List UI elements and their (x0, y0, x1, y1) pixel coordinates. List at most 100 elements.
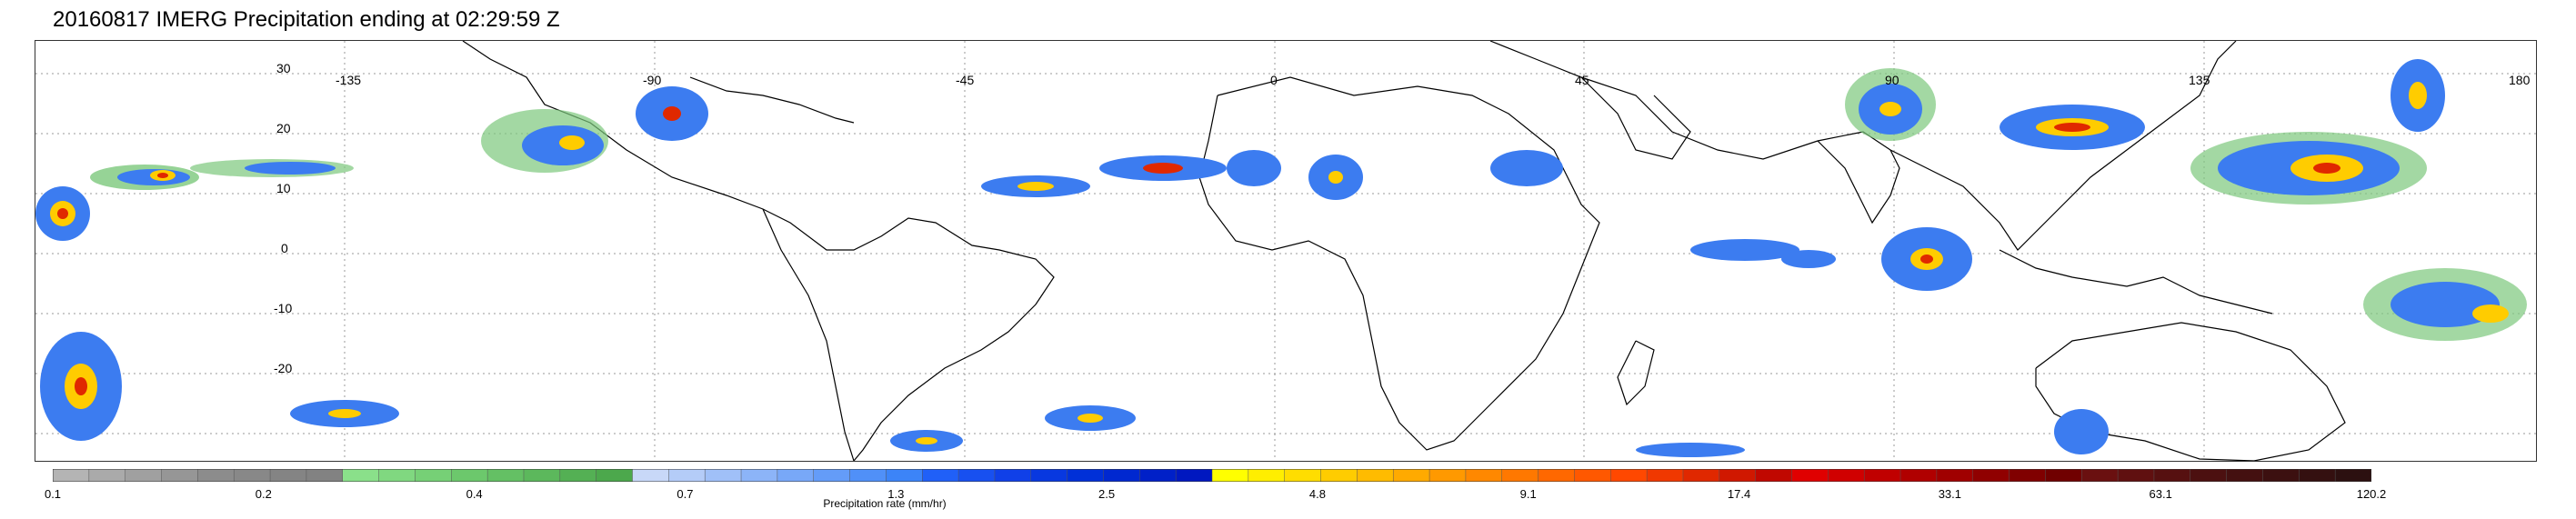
colorbar-segment (1574, 469, 1612, 482)
colorbar-segment (922, 469, 959, 482)
colorbar-segment (1501, 469, 1539, 482)
colorbar-segment (813, 469, 851, 482)
colorbar-segment (2334, 469, 2371, 482)
coastline-arabia (1580, 76, 1691, 160)
colorbar-segment (1103, 469, 1141, 482)
rain-cell (157, 173, 168, 178)
rain-cell (75, 377, 87, 395)
colorbar-segment (668, 469, 706, 482)
colorbar-segment (704, 469, 742, 482)
colorbar-segment (1791, 469, 1829, 482)
colorbar-segment (1175, 469, 1213, 482)
rain-cell (2054, 123, 2090, 132)
colorbar-segment (1863, 469, 1901, 482)
rain-cell (1078, 414, 1103, 423)
rain-cell (1328, 171, 1343, 184)
rain-cell (328, 409, 361, 418)
colorbar-segment (486, 469, 525, 482)
colorbar-segment (2153, 469, 2191, 482)
colorbar-segment (2299, 469, 2336, 482)
colorbar-segment (233, 469, 271, 482)
colorbar-tick-label: 0.7 (677, 487, 694, 501)
colorbar-tick-label: 2.5 (1098, 487, 1116, 501)
colorbar-segment (1682, 469, 1720, 482)
colorbar-segment (1357, 469, 1394, 482)
rain-cell (1017, 182, 1054, 191)
rain-cell (1879, 102, 1901, 116)
colorbar-segment (2081, 469, 2119, 482)
colorbar-segment (777, 469, 815, 482)
precipitation-field (35, 59, 2527, 457)
colorbar-segment (1248, 469, 1286, 482)
longitude-label: 90 (1885, 73, 1899, 87)
colorbar-tick-label: 63.1 (2149, 487, 2172, 501)
longitude-label: -45 (956, 73, 975, 87)
graticule (35, 41, 2536, 461)
colorbar-segment (1030, 469, 1068, 482)
coastline-caribbean (689, 76, 855, 124)
rain-cell (916, 437, 937, 444)
colorbar-segment (886, 469, 923, 482)
coastline-india (1817, 140, 1900, 225)
rain-cell (1143, 163, 1183, 174)
latitude-label: -20 (274, 361, 293, 375)
colorbar-segment (1320, 469, 1358, 482)
latitude-label: 10 (276, 181, 291, 195)
rain-cell (1636, 443, 1745, 457)
colorbar-segment (1284, 469, 1322, 482)
colorbar-segment (740, 469, 778, 482)
colorbar-segment (596, 469, 634, 482)
colorbar-tick-label: 0.1 (44, 487, 62, 501)
colorbar-segment (994, 469, 1032, 482)
rain-cell (2054, 409, 2109, 454)
latitude-label: 30 (276, 61, 291, 75)
colorbar-segment (415, 469, 453, 482)
colorbar-segment (1936, 469, 1974, 482)
colorbar-segment (1139, 469, 1177, 482)
colorbar-segment (2262, 469, 2300, 482)
coastline-madagascar (1617, 340, 1655, 406)
rain-cell (663, 106, 681, 121)
coastline-africa (1198, 76, 1600, 451)
coastline-indonesia (1999, 249, 2273, 314)
colorbar-segment (161, 469, 199, 482)
colorbar-segment (2117, 469, 2155, 482)
colorbar-segment (1972, 469, 2010, 482)
colorbar-segment (342, 469, 380, 482)
longitude-label: 180 (2509, 73, 2531, 87)
longitude-label: -90 (643, 73, 662, 87)
rain-cell (2409, 82, 2427, 109)
rain-cell (1490, 150, 1563, 186)
colorbar-title: Precipitation rate (mm/hr) (823, 497, 947, 510)
colorbar-segment (2190, 469, 2228, 482)
colorbar-tick-label: 17.4 (1727, 487, 1751, 501)
colorbar-segment (53, 469, 90, 482)
latitude-label: 20 (276, 121, 291, 135)
colorbar-segment (197, 469, 235, 482)
colorbar-segment (559, 469, 597, 482)
precipitation-map[interactable]: -135 -90 -45 0 45 90 135 180 30 20 10 0 … (35, 40, 2537, 462)
colorbar-segment (2045, 469, 2082, 482)
colorbar-segment (1899, 469, 1938, 482)
rain-cell (1690, 239, 1799, 261)
colorbar-segment (306, 469, 344, 482)
latitude-label: -10 (274, 301, 293, 315)
colorbar-tick-label: 120.2 (2356, 487, 2387, 501)
colorbar-segment (378, 469, 416, 482)
colorbar-segment (523, 469, 561, 482)
colorbar-segment (1755, 469, 1793, 482)
rain-cell (2391, 282, 2500, 327)
colorbar-tick-label: 33.1 (1938, 487, 1962, 501)
rain-cell (559, 135, 585, 150)
colorbar-segment (957, 469, 996, 482)
rain-cell (1781, 250, 1836, 268)
colorbar-segment (88, 469, 126, 482)
colorbar-tick-label: 0.2 (255, 487, 272, 501)
colorbar-tick-label: 0.4 (466, 487, 483, 501)
longitude-label: -135 (336, 73, 362, 87)
latitude-label: 0 (281, 241, 288, 255)
colorbar-segment (849, 469, 887, 482)
colorbar-segment (1465, 469, 1503, 482)
rain-cell (2313, 163, 2340, 174)
colorbar-segment (451, 469, 488, 482)
